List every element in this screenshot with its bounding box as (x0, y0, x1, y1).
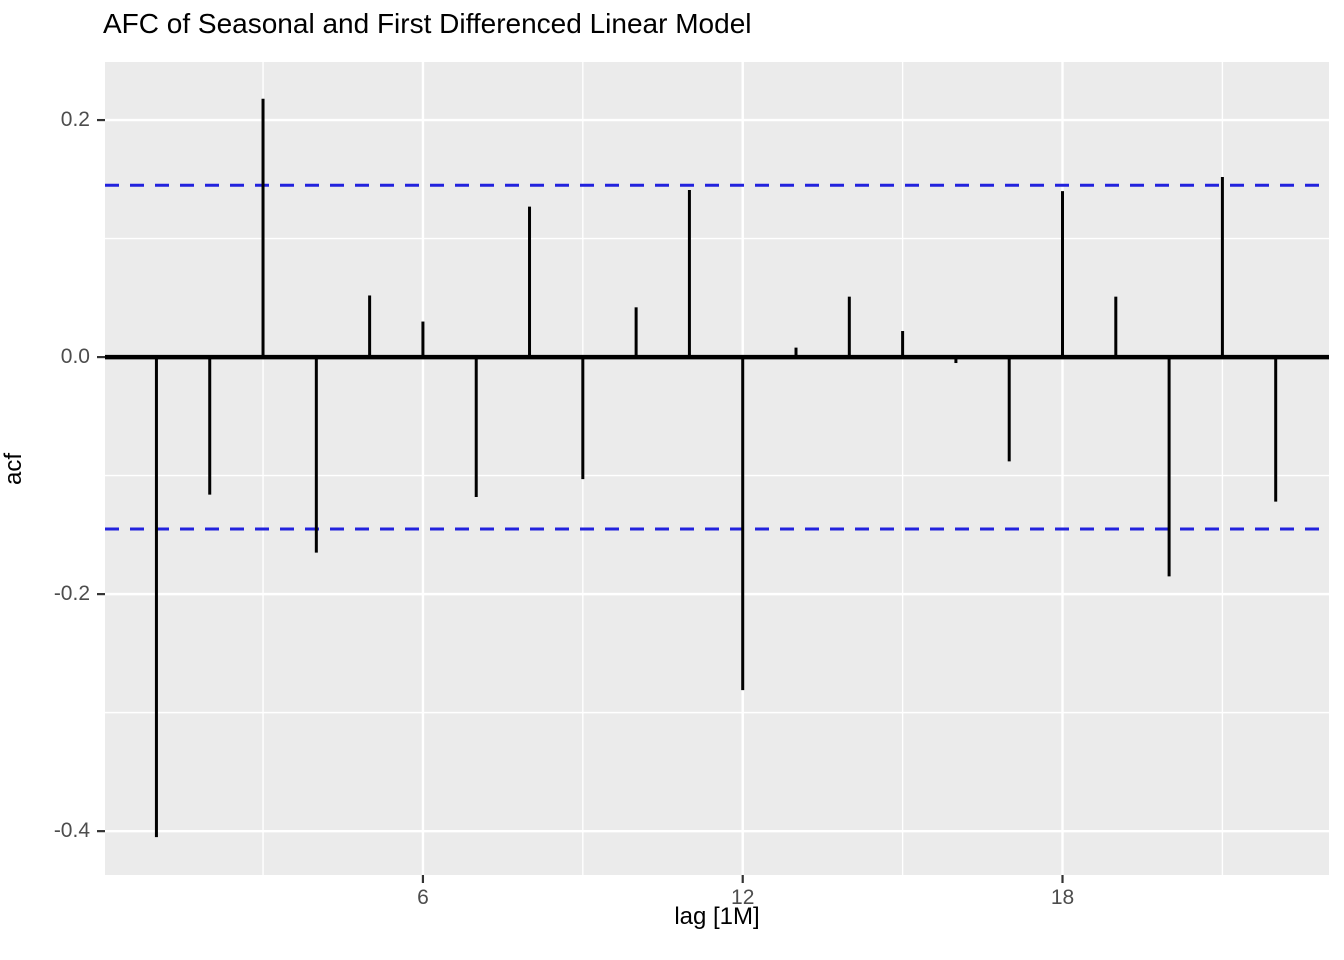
x-tick-label: 6 (417, 886, 429, 909)
y-tick-label: 0.0 (60, 345, 90, 369)
y-axis-title: acf (0, 453, 27, 486)
y-tick-label: 0.2 (60, 108, 90, 132)
x-tick-label: 18 (1050, 886, 1075, 909)
plot-panel (105, 62, 1329, 875)
x-tick-label: 12 (731, 886, 755, 909)
plot-title: AFC of Seasonal and First Differenced Li… (103, 8, 752, 39)
y-tick-label: -0.2 (53, 582, 90, 606)
x-axis-title: lag [1M] (674, 903, 760, 930)
y-tick-label: -0.4 (53, 819, 90, 843)
